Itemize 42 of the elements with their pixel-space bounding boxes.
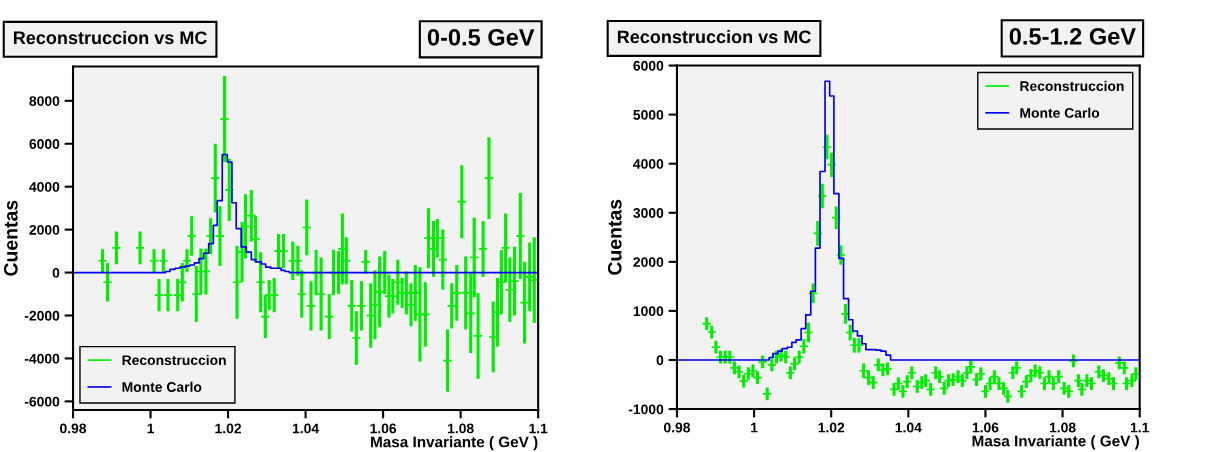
x-tick-label: 1.1 [1130, 422, 1149, 433]
y-tick-label: 4000 [29, 182, 60, 192]
chart-title: Reconstruccion vs MC [617, 30, 811, 44]
x-tick-label: 1.02 [818, 422, 845, 433]
y-tick-label: 2000 [633, 257, 664, 268]
x-tick-label: 1.06 [972, 422, 999, 433]
x-tick-label: 1.04 [895, 422, 922, 433]
x-tick-label: 1 [751, 422, 758, 433]
y-tick-label: -1000 [628, 404, 664, 415]
y-tick-label: -4000 [24, 353, 60, 364]
x-tick-label: 1 [147, 423, 155, 434]
y-axis-title: Cuentas [3, 200, 18, 276]
chart-subtitle: 0.5-1.2 GeV [1009, 28, 1136, 45]
y-tick-label: 0 [656, 355, 664, 366]
x-tick-label: 1.1 [529, 423, 548, 434]
legend-label: Reconstruccion [1020, 80, 1124, 92]
y-axis-title: Cuentas [607, 199, 622, 275]
y-tick-label: 6000 [633, 60, 664, 71]
x-axis-title: Masa Invariante ( GeV ) [972, 435, 1139, 450]
legend-label: Reconstruccion [122, 354, 226, 366]
y-tick-label: 2000 [29, 224, 60, 235]
x-tick-label: 1.04 [292, 423, 320, 434]
legend-label: Monte Carlo [1020, 107, 1100, 118]
x-tick-label: 1.08 [447, 423, 474, 434]
chart-subtitle: 0-0.5 GeV [427, 28, 535, 46]
chart-title: Reconstruccion vs MC [13, 30, 207, 45]
y-tick-label: 5000 [633, 109, 664, 120]
x-tick-label: 1.06 [370, 423, 397, 434]
y-tick-label: 3000 [633, 208, 664, 218]
x-tick-label: 1.08 [1049, 422, 1076, 433]
y-tick-label: 1000 [633, 306, 664, 317]
y-tick-label: 0 [52, 267, 60, 278]
x-tick-label: 0.98 [60, 423, 87, 434]
x-axis-title: Masa Invariante ( GeV ) [371, 436, 538, 451]
y-tick-label: -2000 [24, 310, 60, 321]
y-tick-label: 4000 [633, 159, 664, 169]
y-tick-label: -6000 [24, 396, 60, 407]
x-tick-label: 0.98 [664, 422, 691, 433]
legend-label: Monte Carlo [122, 381, 202, 392]
y-tick-label: 6000 [29, 139, 60, 149]
y-tick-label: 8000 [29, 96, 60, 106]
x-tick-label: 1.02 [215, 423, 242, 434]
